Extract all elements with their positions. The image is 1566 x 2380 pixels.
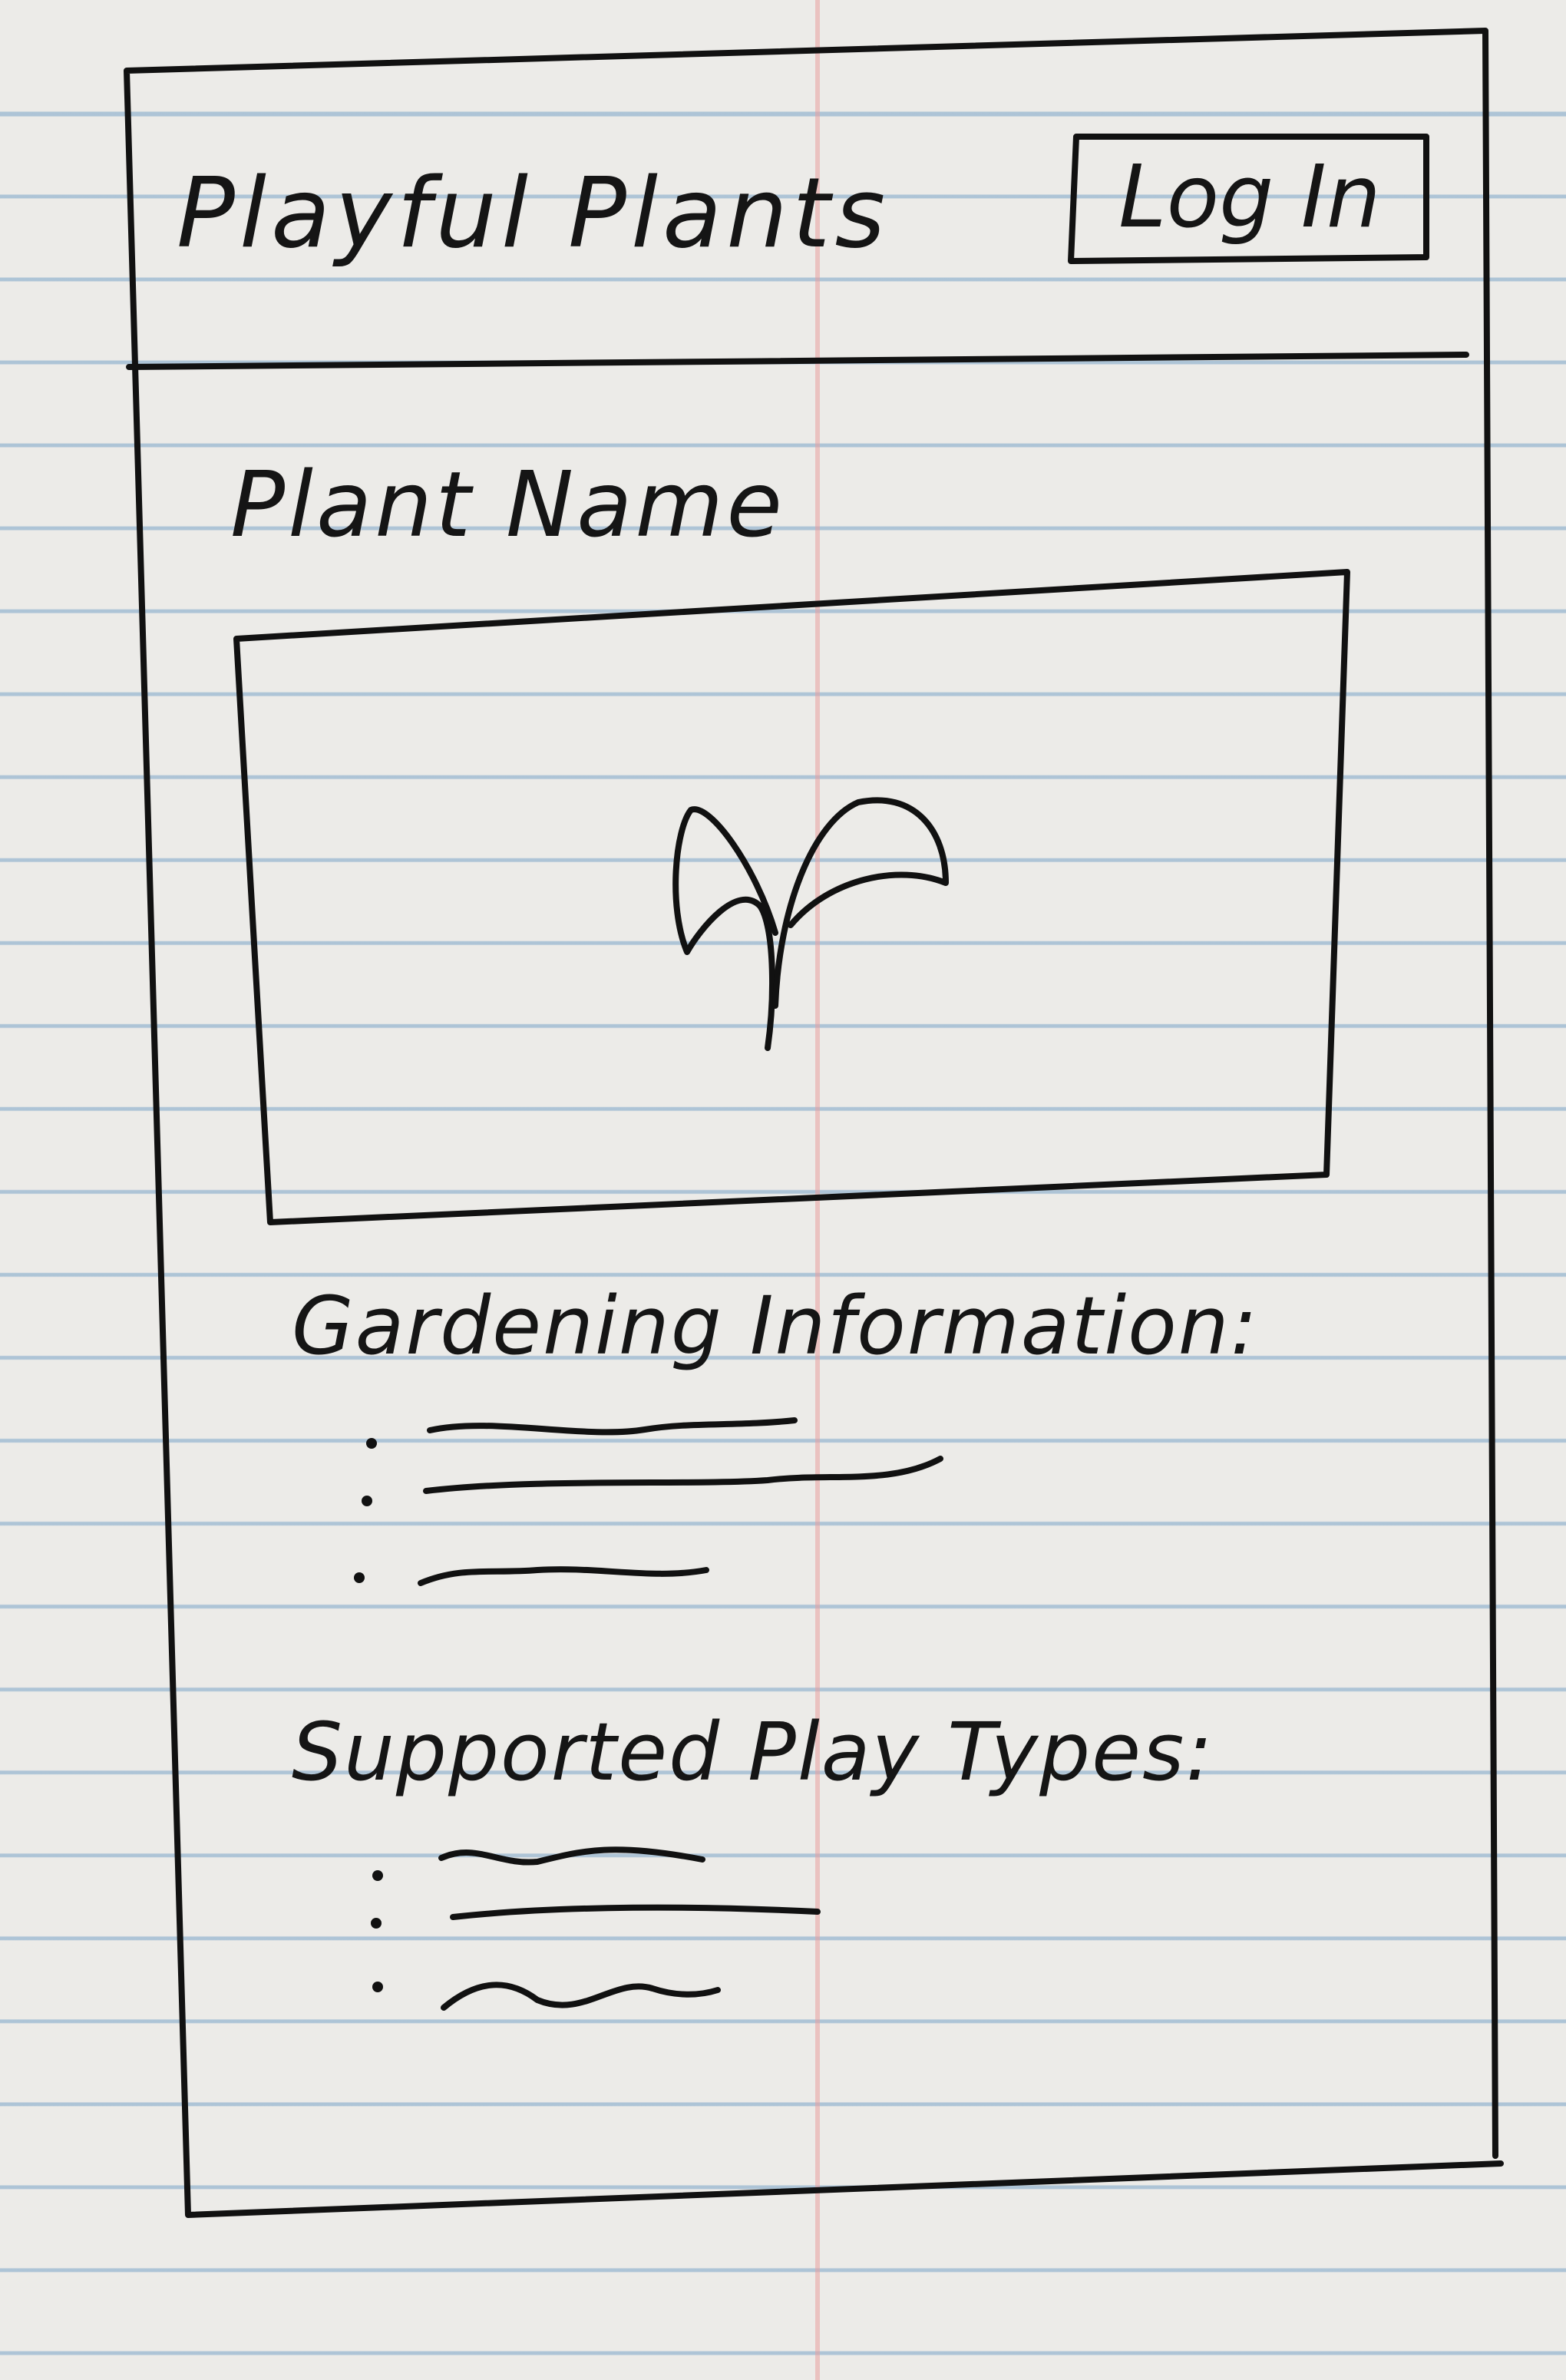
gardening-item (361, 1413, 806, 1466)
play-type-item (368, 1839, 714, 1892)
gardening-item (349, 1547, 718, 1601)
play-types-list-drawing (371, 1846, 821, 2011)
page-frame (124, 28, 1504, 2218)
gardening-item (357, 1466, 948, 1520)
play-type-item (368, 1965, 729, 2019)
gardening-info-heading: Gardening Information: (292, 1279, 1259, 1373)
login-button[interactable]: Log In (1118, 147, 1381, 247)
play-types-heading: Supported Play Types: (292, 1705, 1214, 1799)
sprout-icon (672, 797, 949, 1051)
play-type-item (368, 1892, 829, 1946)
app-title: Playful Plants (177, 157, 890, 269)
header-divider (126, 352, 1469, 370)
plant-name-heading: Plant Name (230, 451, 785, 557)
gardening-list-drawing (354, 1417, 943, 1586)
login-button-frame (1068, 134, 1429, 264)
image-frame (233, 569, 1350, 1225)
plant-image-placeholder (246, 576, 1343, 1213)
